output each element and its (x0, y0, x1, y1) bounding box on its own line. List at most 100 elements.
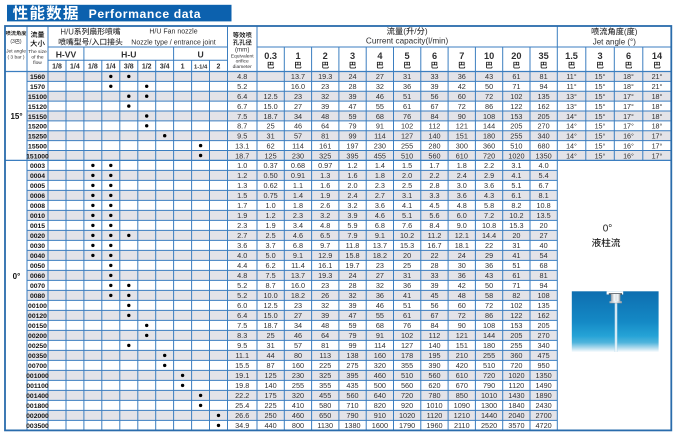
svg-text:205: 205 (510, 122, 522, 131)
svg-text:31: 31 (267, 341, 275, 350)
svg-text:51: 51 (512, 261, 520, 270)
svg-text:455: 455 (319, 391, 331, 400)
svg-text:1430: 1430 (508, 391, 524, 400)
svg-text:4.1: 4.1 (511, 171, 521, 180)
svg-text:43: 43 (485, 271, 493, 280)
svg-text:14.4: 14.4 (482, 231, 496, 240)
svg-text:27: 27 (540, 231, 548, 240)
svg-text:6.0: 6.0 (237, 301, 247, 310)
svg-text:2520: 2520 (481, 421, 497, 430)
svg-text:10.0: 10.0 (263, 291, 277, 300)
svg-text:72: 72 (458, 102, 466, 111)
svg-text:1120: 1120 (427, 411, 443, 420)
svg-text:18.2: 18.2 (373, 251, 387, 260)
svg-text:61: 61 (403, 102, 411, 111)
svg-text:87: 87 (267, 361, 275, 370)
svg-text:114: 114 (374, 341, 386, 350)
svg-text:1210: 1210 (454, 411, 470, 420)
svg-text:5.4: 5.4 (539, 171, 549, 180)
svg-text:0005: 0005 (30, 183, 45, 190)
svg-text:6.7: 6.7 (237, 102, 247, 111)
svg-text:1790: 1790 (399, 421, 415, 430)
svg-text:2430: 2430 (535, 401, 551, 410)
svg-text:820: 820 (374, 401, 386, 410)
svg-text:1840: 1840 (508, 401, 524, 410)
svg-text:0050: 0050 (30, 263, 45, 270)
svg-text:11.8: 11.8 (346, 241, 360, 250)
svg-text:15100: 15100 (28, 94, 47, 101)
svg-text:20: 20 (512, 231, 520, 240)
svg-text:39: 39 (348, 92, 356, 101)
svg-text:455: 455 (374, 151, 386, 160)
svg-text:18.2: 18.2 (291, 291, 305, 300)
svg-text:112: 112 (429, 122, 441, 131)
svg-text:2040: 2040 (508, 411, 524, 420)
svg-text:23: 23 (321, 281, 329, 290)
svg-text:210: 210 (456, 351, 468, 360)
svg-text:59: 59 (348, 112, 356, 121)
svg-text:81: 81 (321, 341, 329, 350)
svg-text:1020: 1020 (508, 151, 524, 160)
svg-text:51: 51 (403, 92, 411, 101)
svg-text:0060: 0060 (30, 273, 45, 280)
svg-text:36: 36 (376, 291, 384, 300)
svg-text:56: 56 (430, 92, 438, 101)
svg-text:1/4: 1/4 (70, 63, 80, 70)
svg-text:420: 420 (456, 361, 468, 370)
svg-text:1.1: 1.1 (293, 181, 303, 190)
svg-text:25.4: 25.4 (235, 401, 249, 410)
svg-text:500: 500 (374, 381, 386, 390)
svg-text:0.37: 0.37 (263, 161, 277, 170)
svg-text:15°: 15° (595, 112, 606, 121)
svg-text:27: 27 (376, 72, 384, 81)
svg-text:180: 180 (483, 132, 495, 141)
svg-text:45: 45 (430, 291, 438, 300)
svg-text:13.7: 13.7 (291, 271, 305, 280)
svg-text:The size: The size (28, 49, 47, 55)
svg-text:00150: 00150 (28, 323, 47, 330)
svg-text:195: 195 (428, 351, 440, 360)
svg-text:1570: 1570 (30, 84, 45, 91)
svg-text:1/8: 1/8 (88, 63, 98, 70)
svg-text:3.1: 3.1 (511, 161, 521, 170)
svg-text:790: 790 (483, 381, 495, 390)
svg-text:13.7: 13.7 (291, 72, 305, 81)
svg-text:255: 255 (292, 381, 304, 390)
svg-text:(mm): (mm) (235, 46, 249, 53)
svg-text:3.6: 3.6 (457, 191, 467, 200)
svg-text:Current capacity(l/min): Current capacity(l/min) (366, 37, 449, 46)
svg-text:121: 121 (456, 331, 468, 340)
svg-text:610: 610 (456, 371, 468, 380)
svg-text:275: 275 (346, 361, 358, 370)
svg-text:18°: 18° (652, 112, 663, 121)
svg-text:0015: 0015 (30, 223, 45, 230)
svg-text:4.8: 4.8 (457, 201, 467, 210)
svg-text:138: 138 (346, 351, 358, 360)
svg-text:U: U (197, 50, 203, 60)
svg-text:205: 205 (538, 112, 550, 121)
svg-text:23: 23 (376, 261, 384, 270)
svg-text:7: 7 (459, 51, 464, 61)
svg-text:2.3: 2.3 (237, 221, 247, 230)
svg-text:28: 28 (348, 82, 356, 91)
svg-text:160: 160 (374, 351, 386, 360)
svg-text:(3: (3 (10, 39, 15, 45)
svg-text:135: 135 (538, 301, 550, 310)
svg-text:13.1: 13.1 (235, 141, 249, 150)
svg-text:00250: 00250 (28, 343, 47, 350)
svg-text:17°: 17° (623, 122, 634, 131)
svg-text:7.6: 7.6 (402, 221, 412, 230)
svg-text:46: 46 (376, 301, 384, 310)
svg-text:40: 40 (540, 241, 548, 250)
svg-text:2.9: 2.9 (484, 171, 494, 180)
svg-text:560: 560 (428, 371, 440, 380)
svg-text:140: 140 (428, 132, 440, 141)
svg-text:10.8: 10.8 (536, 201, 550, 210)
svg-text:62: 62 (267, 141, 275, 150)
svg-text:68: 68 (540, 261, 548, 270)
svg-text:72: 72 (485, 301, 493, 310)
svg-text:121: 121 (456, 122, 468, 131)
svg-text:00700: 00700 (28, 363, 47, 370)
svg-text:61: 61 (512, 72, 520, 81)
svg-text:16.0: 16.0 (291, 281, 305, 290)
